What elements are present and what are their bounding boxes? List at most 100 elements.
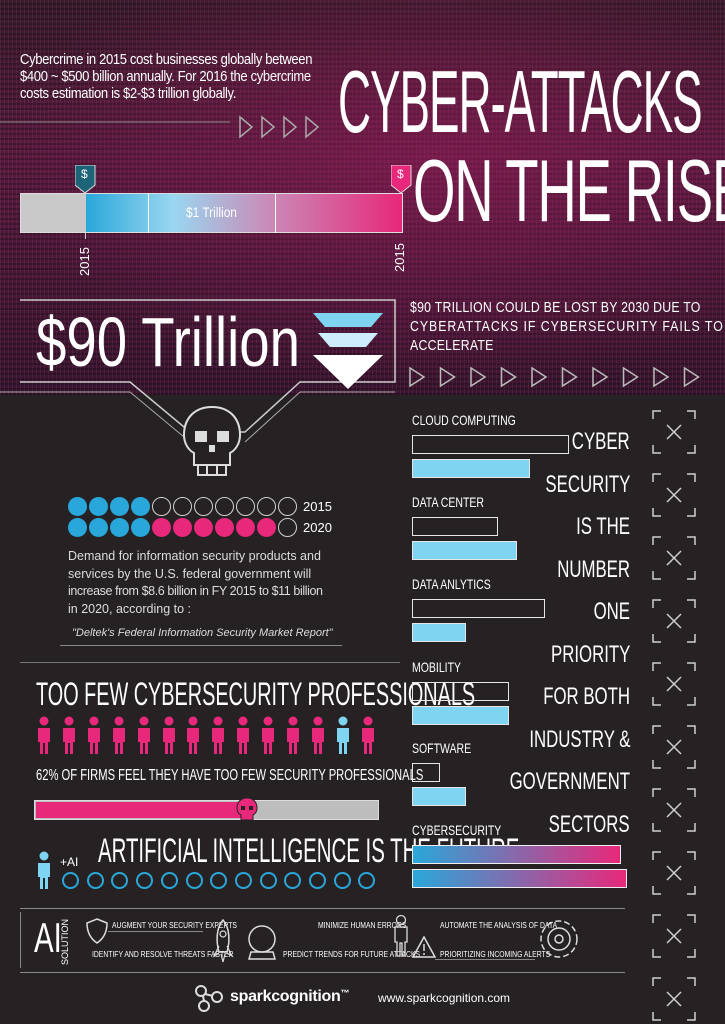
stat-dot	[131, 497, 150, 516]
person-icon	[311, 716, 324, 754]
sector-label: CYBERSECURITY	[412, 822, 502, 838]
marker-2015-symbol: $	[81, 167, 88, 181]
cost-bar-divider	[275, 193, 276, 233]
sector-label: DATA CENTER	[412, 494, 484, 510]
triangle-arrow-icon	[500, 366, 517, 388]
brain-icon	[259, 872, 277, 889]
hero-intro-line: costs estimation is $2-$3 trillion globa…	[20, 86, 237, 102]
arrow-triangles-bottom	[409, 366, 700, 388]
ninety-frame	[0, 299, 396, 443]
sector-bar-future	[412, 869, 627, 888]
x-box-icon	[652, 473, 696, 517]
progress-skull-icon	[236, 797, 258, 821]
stat-dot	[236, 497, 255, 516]
person-icon	[262, 716, 275, 754]
statement-line: FOR BOTH	[543, 683, 630, 710]
stat-dot	[215, 497, 234, 516]
solution-augment: AUGMENT YOUR SECURITY EXPERTS	[112, 921, 237, 930]
statement-line: CYBER	[572, 428, 630, 455]
triangle-arrow-icon	[409, 366, 426, 388]
dots-year-2020: 2020	[303, 520, 332, 535]
cost-bar-label: $1 Trillion	[186, 204, 237, 220]
spark-logo-icon	[195, 985, 223, 1012]
stat-dot	[68, 518, 87, 537]
stat-dot	[173, 518, 192, 537]
solution-line	[20, 908, 625, 909]
person-icon	[187, 716, 200, 754]
person-icon	[212, 716, 225, 754]
person-outline-icon	[394, 914, 408, 957]
stat-dot	[131, 518, 150, 537]
year-right: 2015	[392, 243, 407, 272]
person-ai-icon	[38, 851, 50, 889]
marker-2015-icon	[75, 165, 96, 194]
brand-text: sparkcognition	[230, 988, 341, 1005]
stat-dot	[152, 497, 171, 516]
dots-year-2015: 2015	[303, 499, 332, 514]
triangle-arrow-icon	[592, 366, 609, 388]
ninety-desc-line: CYBERATTACKS IF CYBERSECURITY FAILS TO	[410, 318, 724, 335]
cost-bar	[20, 193, 403, 233]
demand-line: Demand for information security products…	[68, 549, 321, 563]
stat-dot	[215, 518, 234, 537]
demand-text: Demand for information security products…	[68, 548, 330, 618]
x-box-icon	[652, 914, 696, 958]
hero-title-line1: CYBER-ATTACKS	[338, 52, 703, 151]
x-box-icon	[652, 410, 696, 454]
tick-left	[85, 233, 86, 239]
divider-line	[60, 645, 342, 646]
person-icon	[237, 716, 250, 754]
x-box-icon	[652, 788, 696, 832]
stat-dot	[89, 497, 108, 516]
skull-icon	[182, 405, 242, 476]
marker-2016-symbol: $	[397, 167, 404, 181]
sector-bar-future	[412, 787, 466, 806]
triangle-arrow-icon	[470, 366, 487, 388]
brand-name: sparkcognition™	[230, 988, 349, 1006]
stat-dot	[257, 497, 276, 516]
brain-icon	[234, 872, 252, 889]
triangle-arrow-icon	[653, 366, 670, 388]
statement-line: SECTORS	[549, 810, 630, 838]
solution-identify: IDENTIFY AND RESOLVE THREATS FASTER	[92, 950, 234, 959]
statement-line: INDUSTRY &	[528, 725, 630, 753]
funnel-icon	[313, 313, 383, 389]
brain-icon	[284, 872, 302, 889]
brain-icon	[62, 872, 79, 889]
brand-url[interactable]: www.sparkcognition.com	[378, 991, 511, 1005]
x-box-icon	[652, 725, 696, 769]
person-icon	[87, 716, 100, 754]
solution-line	[20, 972, 625, 973]
brain-icon	[86, 872, 104, 889]
stat-dot	[110, 497, 129, 516]
sector-label: CLOUD COMPUTING	[412, 412, 516, 428]
brain-icon	[111, 872, 129, 889]
dots-row-2015	[68, 497, 298, 516]
sector-label: MOBILITY	[412, 659, 462, 675]
marker-2016-icon	[391, 165, 412, 194]
statement-line: PRIORITY	[550, 640, 630, 668]
x-box-icon	[652, 977, 696, 1021]
person-icon	[38, 716, 50, 754]
statement-line: GOVERNMENT	[509, 768, 630, 795]
sector-bar-current	[412, 682, 509, 701]
solution-connector	[108, 931, 203, 932]
x-box-icon	[652, 536, 696, 580]
solution-connector	[435, 959, 535, 960]
plus-ai-label: +AI	[60, 855, 79, 869]
solution-ai: AI	[34, 914, 62, 961]
sector-bar-current	[412, 435, 569, 454]
stat-dot	[152, 518, 171, 537]
people-row	[36, 716, 382, 756]
stat-dot	[68, 497, 87, 516]
solution-bracket	[20, 912, 21, 968]
person-icon	[112, 716, 125, 754]
statement-line: SECURITY	[545, 470, 630, 498]
stat-dot	[194, 518, 213, 537]
brain-icon	[160, 872, 178, 889]
professionals-stat: 62% OF FIRMS FEEL THEY HAVE TOO FEW SECU…	[36, 767, 424, 784]
statement-line: ONE	[593, 598, 630, 625]
hero-intro: Cybercrime in 2015 cost businesses globa…	[20, 52, 326, 103]
x-box-icon	[652, 662, 696, 706]
sector-bar-future	[412, 706, 509, 725]
